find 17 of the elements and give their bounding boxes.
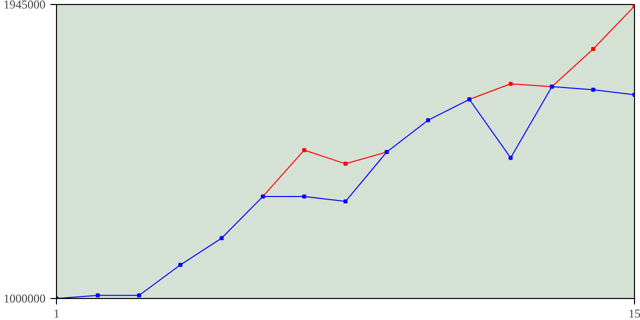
point: [344, 199, 348, 204]
point: [178, 262, 182, 267]
point: [426, 118, 430, 122]
point: [302, 194, 306, 198]
point: [591, 88, 596, 92]
y-tick-label: 1000000: [4, 292, 46, 306]
x-tick-label: 15: [628, 306, 640, 320]
x-tick-label: 1: [54, 306, 60, 320]
point: [508, 156, 513, 160]
point: [96, 293, 100, 298]
point: [137, 293, 142, 298]
point: [220, 236, 224, 240]
point: [344, 162, 348, 166]
point: [508, 82, 513, 86]
point: [302, 148, 306, 152]
y-tick-label: 1945000: [4, 0, 46, 12]
point: [591, 46, 596, 51]
